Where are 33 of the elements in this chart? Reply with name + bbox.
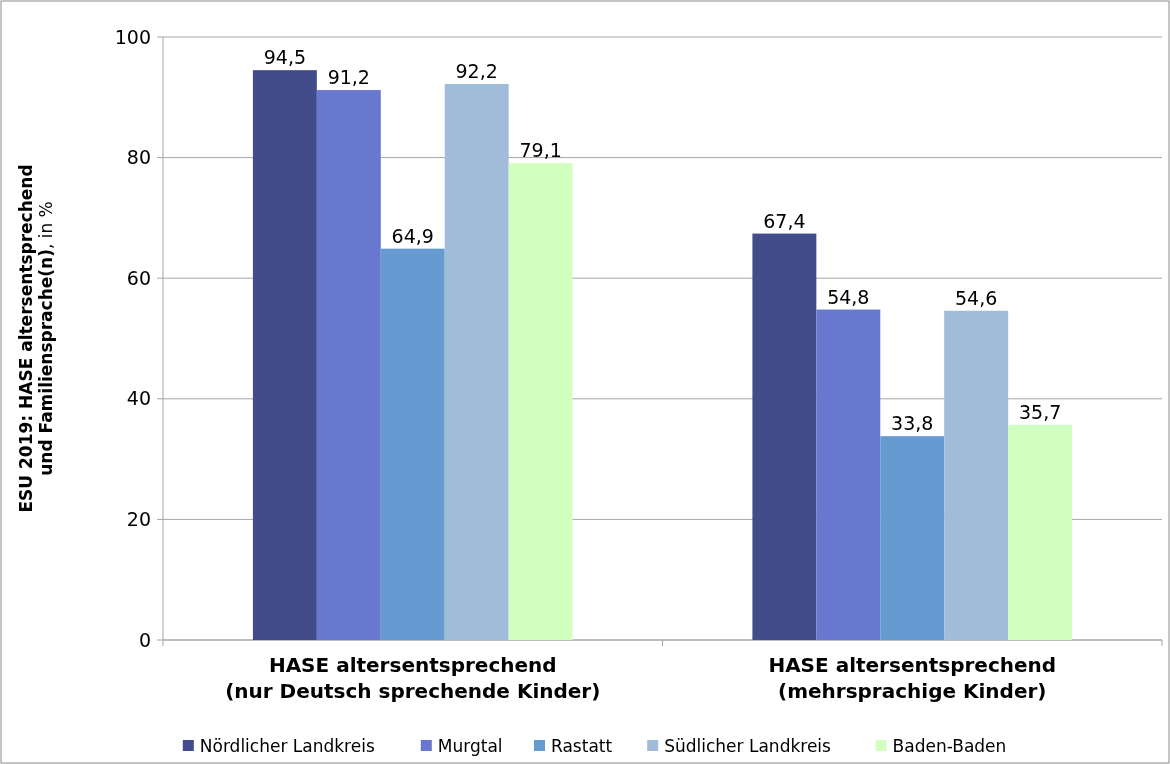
legend-label: Murgtal bbox=[437, 735, 503, 756]
bar bbox=[944, 310, 1009, 640]
legend-label: Rastatt bbox=[551, 735, 613, 756]
x-tick-label: HASE altersentsprechend (mehrsprachige Kinder) bbox=[768, 653, 1057, 703]
bar bbox=[752, 233, 817, 640]
y-tick-label: 100 bbox=[114, 25, 151, 48]
data-label: 35,7 bbox=[1018, 400, 1062, 423]
bar bbox=[444, 84, 509, 640]
data-label: 54,6 bbox=[955, 286, 998, 309]
data-label: 67,4 bbox=[763, 209, 806, 232]
y-tick-label: 0 bbox=[138, 628, 151, 651]
legend-label: Baden-Baden bbox=[892, 735, 1007, 756]
y-tick-label: 80 bbox=[126, 146, 151, 169]
data-label: 91,2 bbox=[327, 66, 370, 89]
bar bbox=[380, 248, 445, 640]
data-label: 64,9 bbox=[391, 224, 434, 247]
bar bbox=[1008, 424, 1073, 640]
y-tick-label: 20 bbox=[126, 508, 151, 531]
legend-label: Nördlicher Landkreis bbox=[199, 735, 375, 756]
y-tick-label: 60 bbox=[126, 266, 151, 289]
bar bbox=[816, 309, 881, 640]
y-tick-label: 40 bbox=[126, 387, 151, 410]
data-label: 94,5 bbox=[263, 46, 307, 69]
data-label: 92,2 bbox=[455, 60, 498, 83]
legend-label: Südlicher Landkreis bbox=[664, 735, 832, 756]
bar bbox=[252, 70, 317, 640]
x-tick-label: HASE altersentsprechend (nur Deutsch sprechende Kinder) bbox=[225, 653, 601, 703]
bar bbox=[508, 163, 573, 640]
data-label: 33,8 bbox=[891, 412, 934, 435]
bar bbox=[880, 436, 945, 640]
bar bbox=[316, 90, 381, 640]
data-label: 79,1 bbox=[519, 139, 562, 162]
data-label: 54,8 bbox=[827, 285, 870, 308]
